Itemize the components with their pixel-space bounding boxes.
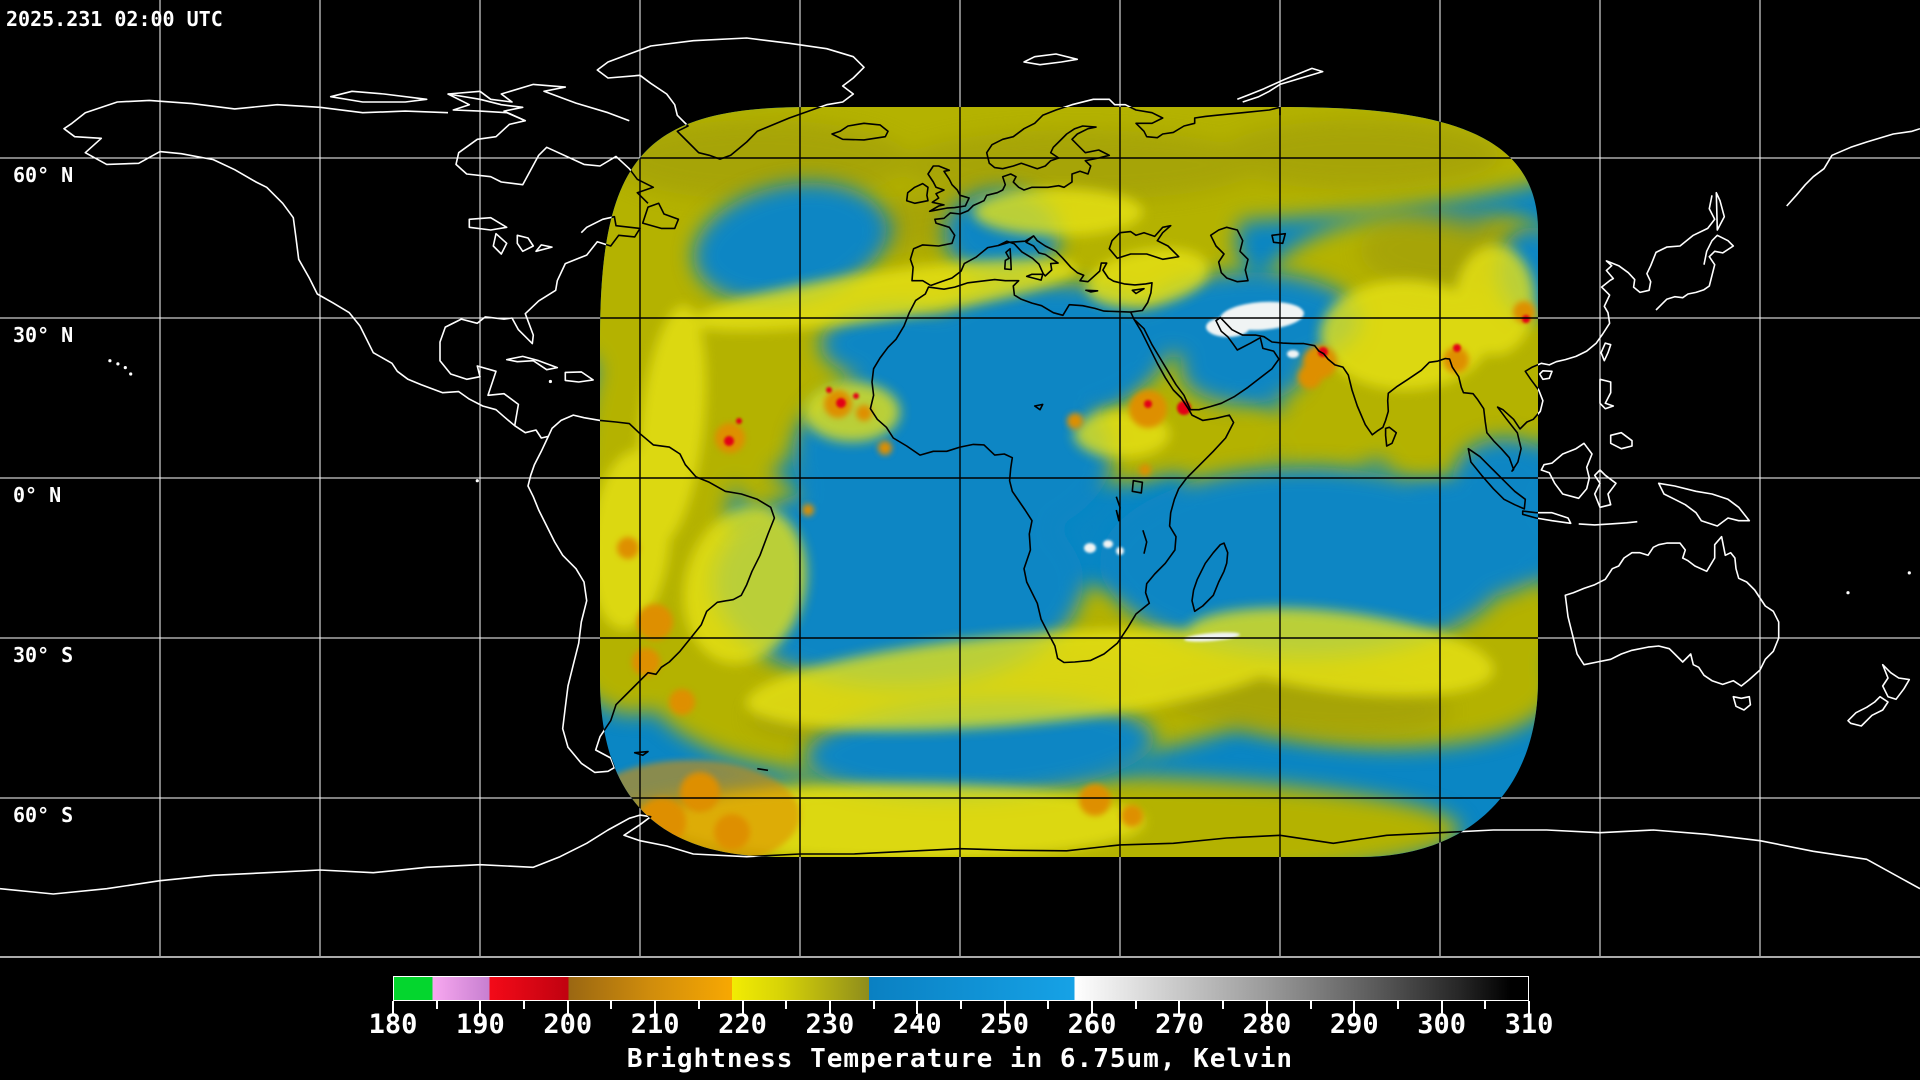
colorbar-title: Brightness Temperature in 6.75um, Kelvin	[626, 1044, 1294, 1074]
colorbar-minor-tick-255	[1047, 1001, 1050, 1009]
colorbar-tick-label-200: 200	[543, 1009, 593, 1040]
colorbar-major-tick-190	[479, 1001, 482, 1014]
colorbar-tick-label-300: 300	[1417, 1009, 1466, 1040]
colorbar-major-tick-270	[1178, 1001, 1181, 1014]
colorbar-minor-tick-275	[1222, 1001, 1225, 1009]
colorbar-major-tick-200	[566, 1001, 569, 1014]
colorbar-major-tick-230	[828, 1001, 831, 1014]
colorbar-tick-label-220: 220	[718, 1009, 767, 1040]
colorbar-major-tick-250	[1003, 1001, 1006, 1014]
latitude-label-60n: 60° N	[13, 163, 74, 187]
convection-red-spots	[724, 315, 1530, 446]
colorbar-tick-label-250: 250	[980, 1009, 1030, 1040]
colorbar-minor-tick-245	[960, 1001, 962, 1009]
latitude-label-30n: 30° N	[13, 323, 74, 347]
colorbar-tick-label-190: 190	[455, 1009, 505, 1040]
colorbar-minor-tick-205	[610, 1001, 613, 1009]
colorbar-minor-tick-195	[523, 1001, 526, 1009]
colorbar-tick-label-230: 230	[805, 1009, 855, 1040]
latitude-label-30s: 30° S	[13, 643, 74, 667]
colorbar-minor-tick-265	[1134, 1001, 1137, 1009]
colorbar-major-tick-290	[1353, 1001, 1356, 1014]
colorbar-major-tick-260	[1091, 1001, 1094, 1014]
colorbar-major-tick-300	[1440, 1001, 1443, 1014]
colorbar-minor-tick-225	[785, 1001, 788, 1009]
colorbar-major-tick-240	[916, 1001, 919, 1014]
colorbar-tick-label-270: 270	[1155, 1009, 1204, 1040]
colorbar	[392, 976, 1530, 1014]
colorbar-tick-label-280: 280	[1242, 1009, 1292, 1040]
colorbar-minor-tick-235	[872, 1001, 875, 1009]
colorbar-major-tick-220	[741, 1001, 744, 1014]
latitude-label-60s: 60° S	[13, 803, 74, 827]
graticule-black	[600, 107, 1538, 857]
colorbar-gradient	[393, 976, 1529, 1001]
colorbar-major-tick-210	[654, 1001, 657, 1014]
colorbar-major-tick-180	[392, 1001, 394, 1014]
colorbar-tick-label-310: 310	[1504, 1009, 1554, 1040]
colorbar-minor-tick-185	[435, 1001, 438, 1009]
colorbar-minor-tick-285	[1309, 1001, 1312, 1009]
colorbar-tick-label-260: 260	[1067, 1009, 1117, 1040]
colorbar-tick-label-290: 290	[1329, 1009, 1379, 1040]
colorbar-tick-label-240: 240	[892, 1009, 942, 1040]
colorbar-minor-tick-305	[1484, 1001, 1487, 1009]
satellite-swath	[600, 107, 1538, 857]
colorbar-minor-tick-215	[697, 1001, 700, 1009]
colorbar-tick-label-180: 180	[368, 1009, 418, 1040]
timestamp: 2025.231 02:00 UTC	[6, 7, 223, 31]
colorbar-tick-labels: 180 190 200 210 220 230 240 250 260 270 280 290 300 3…	[369, 1008, 1554, 1042]
colorbar-tick-label-210: 210	[630, 1009, 680, 1040]
latitude-label-0n: 0° N	[13, 483, 62, 507]
colorbar-major-tick-310	[1528, 1001, 1530, 1014]
colorbar-minor-tick-295	[1396, 1001, 1399, 1009]
colorbar-major-tick-280	[1265, 1001, 1268, 1014]
